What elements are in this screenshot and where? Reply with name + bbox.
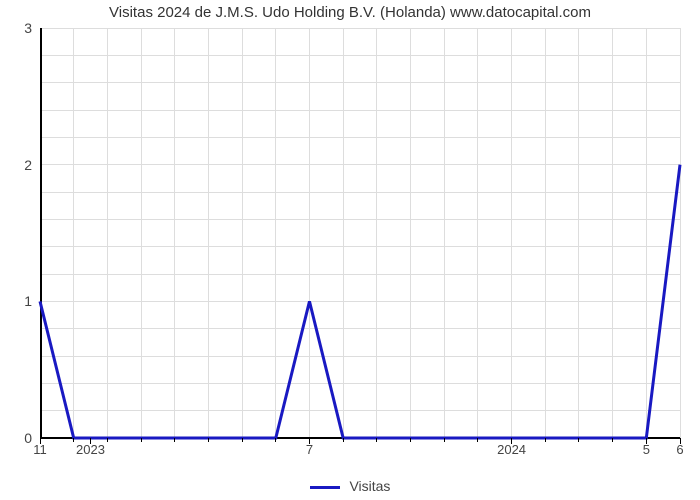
- chart-title: Visitas 2024 de J.M.S. Udo Holding B.V. …: [0, 4, 700, 21]
- x-minor-tick: [477, 438, 478, 442]
- x-minor-tick: [444, 438, 445, 442]
- line-series: [40, 28, 680, 438]
- legend: Visitas: [0, 478, 700, 494]
- x-tick-label: 2024: [497, 442, 526, 457]
- x-tick-label: 5: [643, 442, 650, 457]
- x-tick-label: 2023: [76, 442, 105, 457]
- y-tick-label: 1: [24, 293, 32, 309]
- x-tick-label: 7: [306, 442, 313, 457]
- x-minor-tick: [174, 438, 175, 442]
- x-minor-tick: [376, 438, 377, 442]
- x-tick-label: 6: [676, 442, 683, 457]
- x-minor-tick: [410, 438, 411, 442]
- x-minor-tick: [208, 438, 209, 442]
- y-tick-label: 0: [24, 430, 32, 446]
- y-tick-label: 3: [24, 20, 32, 36]
- legend-swatch: [310, 486, 340, 489]
- legend-label: Visitas: [349, 478, 390, 494]
- x-tick-label: 11: [33, 442, 47, 457]
- x-minor-tick: [141, 438, 142, 442]
- x-minor-tick: [578, 438, 579, 442]
- x-minor-tick: [343, 438, 344, 442]
- x-minor-tick: [73, 438, 74, 442]
- plot-area: 0123 1120237202456: [40, 28, 680, 438]
- x-minor-tick: [545, 438, 546, 442]
- y-tick-label: 2: [24, 157, 32, 173]
- x-minor-tick: [612, 438, 613, 442]
- x-minor-tick: [275, 438, 276, 442]
- x-minor-tick: [242, 438, 243, 442]
- x-minor-tick: [107, 438, 108, 442]
